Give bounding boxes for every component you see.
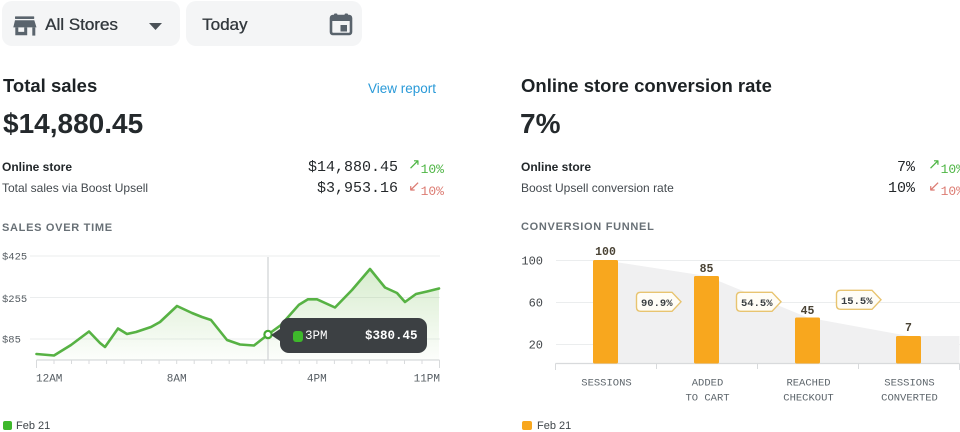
svg-text:90.9%: 90.9% [641, 298, 673, 310]
svg-text:20: 20 [529, 339, 543, 353]
svg-text:7: 7 [905, 322, 912, 335]
svg-text:4PM: 4PM [307, 374, 327, 386]
svg-text:60: 60 [529, 297, 543, 311]
svg-text:100: 100 [595, 246, 616, 259]
svg-text:85: 85 [700, 263, 714, 276]
svg-text:8AM: 8AM [167, 374, 187, 386]
svg-text:TO CART: TO CART [685, 393, 729, 405]
svg-text:100: 100 [521, 255, 543, 269]
svg-text:11PM: 11PM [414, 374, 440, 386]
svg-text:$85: $85 [2, 335, 21, 347]
svg-text:ADDED: ADDED [692, 378, 724, 390]
svg-text:12AM: 12AM [36, 374, 62, 386]
svg-text:15.5%: 15.5% [841, 296, 873, 308]
svg-text:$255: $255 [2, 294, 27, 306]
svg-text:CONVERTED: CONVERTED [881, 393, 938, 405]
svg-text:45: 45 [801, 305, 815, 318]
svg-text:SESSIONS: SESSIONS [884, 378, 934, 390]
svg-text:REACHED: REACHED [786, 378, 830, 390]
svg-text:54.5%: 54.5% [741, 298, 773, 310]
svg-text:CHECKOUT: CHECKOUT [783, 393, 833, 405]
svg-text:$425: $425 [2, 252, 27, 264]
svg-text:SESSIONS: SESSIONS [581, 378, 631, 390]
